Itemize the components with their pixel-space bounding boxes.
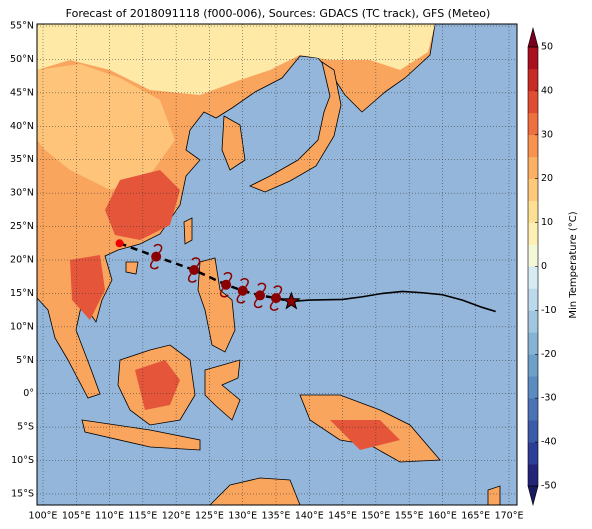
lon-tick-label: 155°E — [395, 511, 424, 522]
typhoon-marker — [271, 293, 282, 304]
lat-tick-label: 35°N — [10, 154, 34, 165]
colorbar-bin — [528, 112, 538, 136]
lon-tick-label: 110°E — [95, 511, 124, 522]
colorbar-bin — [528, 222, 538, 245]
colorbar-tick-label: 10 — [541, 217, 553, 228]
colorbar-bin — [528, 398, 538, 421]
lon-tick-label: 115°E — [128, 511, 157, 522]
colorbar-bin — [528, 376, 538, 399]
lon-tick-label: 125°E — [195, 511, 224, 522]
colorbar-tick-label: -40 — [541, 437, 557, 448]
lat-tick-label: 10°S — [11, 455, 34, 466]
colorbar-tick-label: 50 — [541, 42, 553, 53]
lat-tick-label: 45°N — [10, 87, 34, 98]
typhoon-marker — [221, 279, 232, 290]
typhoon-arm — [269, 285, 283, 311]
colorbar-bin — [528, 310, 538, 333]
lat-tick-label: 55°N — [10, 21, 34, 32]
colorbar-tick-label: -20 — [541, 349, 557, 360]
forecast-track — [291, 290, 496, 313]
colorbar-bin — [528, 244, 538, 267]
typhoon-arm — [187, 257, 201, 283]
colorbar-bin — [528, 332, 538, 355]
colorbar-under — [527, 485, 539, 507]
colorbar-bin — [528, 134, 538, 158]
colorbar-tick-label: -50 — [541, 481, 557, 492]
lon-tick-label: 105°E — [62, 511, 91, 522]
lat-tick-label: 20°N — [10, 254, 34, 265]
lat-tick-label: 5°S — [17, 422, 34, 433]
title: Forecast of 2018091118 (f000-006), Sourc… — [66, 7, 491, 20]
track-point — [115, 239, 124, 248]
lat-tick-label: 0° — [23, 388, 34, 399]
colorbar-bin — [528, 442, 538, 465]
typhoon-arm — [149, 243, 163, 270]
lon-tick-label: 160°E — [428, 511, 457, 522]
colorbar-tick-label: 20 — [541, 173, 553, 184]
colorbar-bin — [528, 68, 538, 92]
colorbar-bin — [528, 354, 538, 377]
lon-tick-label: 100°E — [29, 511, 58, 522]
colorbar-tick-label: -30 — [541, 393, 557, 404]
lat-tick-label: 15°N — [10, 288, 34, 299]
colorbar-bin — [528, 47, 538, 70]
track-dashed — [119, 242, 292, 303]
lat-tick-label: 50°N — [10, 54, 34, 65]
colorbar-tick-label: 40 — [541, 85, 553, 96]
lon-tick-label: 170°E — [495, 511, 524, 522]
colorbar-bin — [528, 420, 538, 443]
lon-tick-label: 135°E — [262, 511, 291, 522]
colorbar-bin — [528, 178, 538, 201]
colorbar-over — [527, 26, 539, 48]
lon-tick-label: 150°E — [361, 511, 390, 522]
lat-tick-label: 15°S — [11, 488, 34, 499]
colorbar-bin — [528, 266, 538, 289]
lon-tick-label: 140°E — [295, 511, 324, 522]
map-frame — [36, 23, 518, 506]
lon-tick-label: 165°E — [461, 511, 490, 522]
colorbar-tick-label: -10 — [541, 305, 557, 316]
colorbar-label: Min Temperature (°C) — [568, 211, 579, 318]
lat-tick-label: 5°N — [16, 355, 34, 366]
typhoon-arm — [219, 272, 233, 298]
lat-tick-label: 25°N — [10, 221, 34, 232]
colorbar-bin — [528, 156, 538, 179]
typhoon-marker — [151, 251, 162, 262]
lon-tick-label: 145°E — [328, 511, 357, 522]
typhoon-arm — [236, 278, 249, 304]
current-position — [281, 291, 301, 310]
typhoon-marker — [189, 265, 200, 276]
lat-tick-label: 10°N — [10, 321, 34, 332]
lon-tick-label: 120°E — [162, 511, 191, 522]
lat-tick-label: 30°N — [10, 188, 34, 199]
typhoon-arm — [253, 282, 267, 309]
lat-tick-label: 40°N — [10, 121, 34, 132]
colorbar-bin — [528, 464, 538, 487]
typhoon-marker — [237, 285, 248, 296]
lon-tick-label: 130°E — [228, 511, 257, 522]
colorbar-bin — [528, 288, 538, 311]
colorbar-bin — [528, 90, 538, 114]
colorbar-bin — [528, 200, 538, 223]
typhoon-marker — [255, 290, 266, 301]
colorbar-tick-label: 30 — [541, 129, 553, 140]
colorbar-tick-label: 0 — [541, 261, 547, 272]
